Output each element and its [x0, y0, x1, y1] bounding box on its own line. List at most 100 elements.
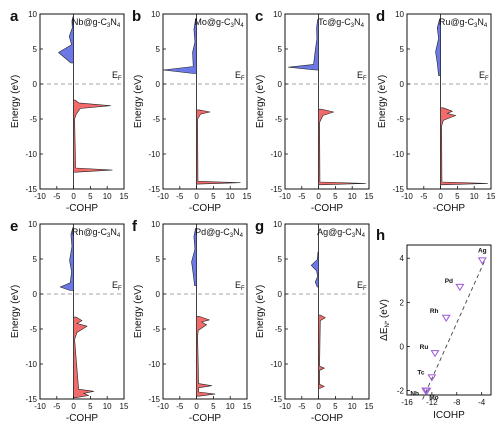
x-tick-label: 5 [211, 192, 216, 201]
plot-frame [284, 13, 370, 190]
bonding-area [440, 107, 488, 186]
y-axis-label: Energy (eV) [10, 75, 21, 128]
x-tick-label: 10 [226, 192, 235, 201]
x-tick-label: 10 [226, 402, 235, 411]
y-tick-label: 10 [151, 10, 160, 19]
x-tick-label: 10 [103, 192, 112, 201]
antibonding-area [435, 18, 441, 76]
x-tick-label: 15 [365, 402, 374, 411]
antibonding-area [310, 251, 319, 288]
panel-title: Ru@g-C3N4 [439, 17, 488, 29]
y-tick-label: 5 [278, 255, 283, 264]
x-tick-label: -10 [34, 192, 46, 201]
fermi-label: EF [479, 70, 489, 82]
y-tick-label: 0 [400, 80, 405, 89]
fermi-label: EF [235, 280, 245, 292]
point-Pd [455, 283, 465, 292]
panel-letter-f: f [132, 218, 138, 235]
x-tick-label: 0 [71, 402, 76, 411]
y-tick-label: -15 [25, 185, 37, 194]
x-tick-label: 10 [348, 192, 357, 201]
y-axis-label: Energy (eV) [377, 75, 388, 128]
x-tick-label: -5 [53, 192, 61, 201]
x-tick-label: -10 [401, 192, 413, 201]
point-label-Ag: Ag [478, 247, 487, 254]
y-tick-label: 10 [151, 220, 160, 229]
x-tick-label: -5 [298, 192, 306, 201]
fit-line [422, 260, 486, 400]
panel-title: Ag@g-C3N4 [317, 227, 366, 239]
point-label-Pd: Pd [445, 278, 453, 285]
fermi-label: EF [112, 70, 122, 82]
point-label-Tc: Tc [417, 369, 424, 376]
antibonding-area [191, 227, 197, 286]
x-tick-label: 10 [348, 402, 357, 411]
y-tick-label: -10 [392, 150, 404, 159]
y-axis-label: ΔEN* (eV) [379, 299, 391, 341]
y-tick-label: -15 [392, 185, 404, 194]
x-tick-label: -5 [420, 192, 428, 201]
x-tick-label: 0 [316, 402, 321, 411]
y-tick-label: -5 [153, 325, 161, 334]
x-tick-label: 15 [487, 192, 496, 201]
x-tick-label: 15 [243, 192, 252, 201]
x-tick-label: -8 [453, 398, 461, 407]
fermi-label: EF [235, 70, 245, 82]
panel-letter-h: h [376, 227, 385, 244]
y-tick-label: 5 [400, 45, 405, 54]
x-tick-label: 5 [88, 192, 93, 201]
y-tick-label: -10 [270, 150, 282, 159]
x-tick-label: 5 [333, 402, 338, 411]
panel-title: Pd@g-C3N4 [195, 227, 244, 239]
y-tick-label: 10 [273, 10, 282, 19]
panel-letter-c: c [255, 8, 263, 25]
y-tick-label: -5 [397, 115, 405, 124]
point-label-Rh: Rh [430, 308, 439, 315]
antibonding-area [58, 16, 74, 64]
x-tick-label: 10 [470, 192, 479, 201]
y-tick-label: -15 [270, 395, 282, 404]
y-axis-label: Energy (eV) [133, 75, 144, 128]
panel-letter-g: g [255, 218, 264, 235]
bonding-area [196, 109, 241, 185]
y-tick-label: 2 [400, 298, 405, 307]
y-tick-label: -10 [148, 360, 160, 369]
x-tick-label: 0 [194, 192, 199, 201]
y-tick-label: 5 [156, 255, 161, 264]
y-tick-label: 5 [278, 45, 283, 54]
x-tick-label: -10 [279, 402, 291, 411]
y-tick-label: -15 [25, 395, 37, 404]
plot-frame [162, 13, 248, 190]
x-axis-label: -COHP [66, 413, 99, 424]
antibonding-area [162, 18, 197, 74]
y-tick-label: 0 [33, 290, 38, 299]
point-label-Ru: Ru [420, 344, 429, 351]
x-tick-label: 0 [438, 192, 443, 201]
y-tick-label: 10 [28, 10, 37, 19]
panel-letter-a: a [10, 8, 19, 25]
x-axis-label: -COHP [189, 413, 222, 424]
x-tick-label: 0 [194, 402, 199, 411]
y-tick-label: -5 [153, 115, 161, 124]
y-tick-label: 5 [156, 45, 161, 54]
y-tick-label: 0 [278, 290, 283, 299]
point-Ru [430, 350, 440, 358]
panel-letter-d: d [376, 8, 385, 25]
y-axis-label: Energy (eV) [255, 285, 266, 338]
y-tick-label: -5 [275, 325, 283, 334]
point-Tc [427, 374, 437, 382]
bonding-area [196, 316, 216, 397]
x-tick-label: -4 [478, 398, 486, 407]
x-tick-label: 5 [333, 192, 338, 201]
antibonding-area [288, 19, 319, 71]
point-label-Mo: Mo [429, 395, 438, 402]
x-tick-label: 15 [120, 402, 129, 411]
x-tick-label: -12 [426, 398, 438, 407]
y-tick-label: -2 [397, 387, 405, 396]
